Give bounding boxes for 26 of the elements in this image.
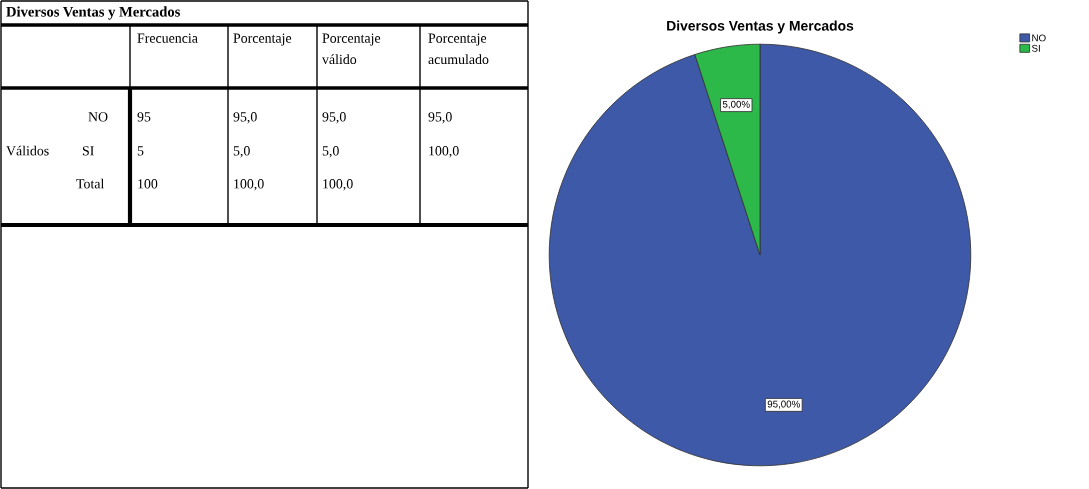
- text: 100,0: [323, 179, 353, 191]
- text: 5,0: [233, 146, 250, 158]
- data-label: 95,00%: [767, 400, 800, 409]
- text: Porcentaje válido: [322, 33, 381, 65]
- text: Diversos Ventas y Mercados: [6, 6, 180, 20]
- text: SI: [82, 146, 94, 156]
- text: Total: [76, 178, 105, 189]
- data-label: 5,00%: [722, 100, 750, 109]
- text: 95,0: [233, 112, 257, 124]
- text: 100,0: [429, 146, 459, 158]
- chart-title: Diversos Ventas y Mercados: [667, 20, 854, 34]
- text: 95: [137, 112, 151, 122]
- legend-label: SI: [1031, 44, 1040, 52]
- text: 95,0: [322, 112, 346, 124]
- text: 100,0: [234, 179, 264, 191]
- text: 5,0: [322, 146, 339, 158]
- text: 100: [138, 179, 158, 189]
- text: Porcentaje: [233, 33, 292, 46]
- text: 95,0: [428, 112, 452, 124]
- text: NO: [88, 112, 108, 122]
- text: Porcentaje acumulado: [428, 33, 489, 65]
- legend-label: NO: [1032, 34, 1046, 42]
- pie-slice: [548, 43, 972, 467]
- text: Válidos: [6, 145, 49, 156]
- text: Frecuencia: [137, 33, 198, 43]
- text: 5: [137, 146, 144, 156]
